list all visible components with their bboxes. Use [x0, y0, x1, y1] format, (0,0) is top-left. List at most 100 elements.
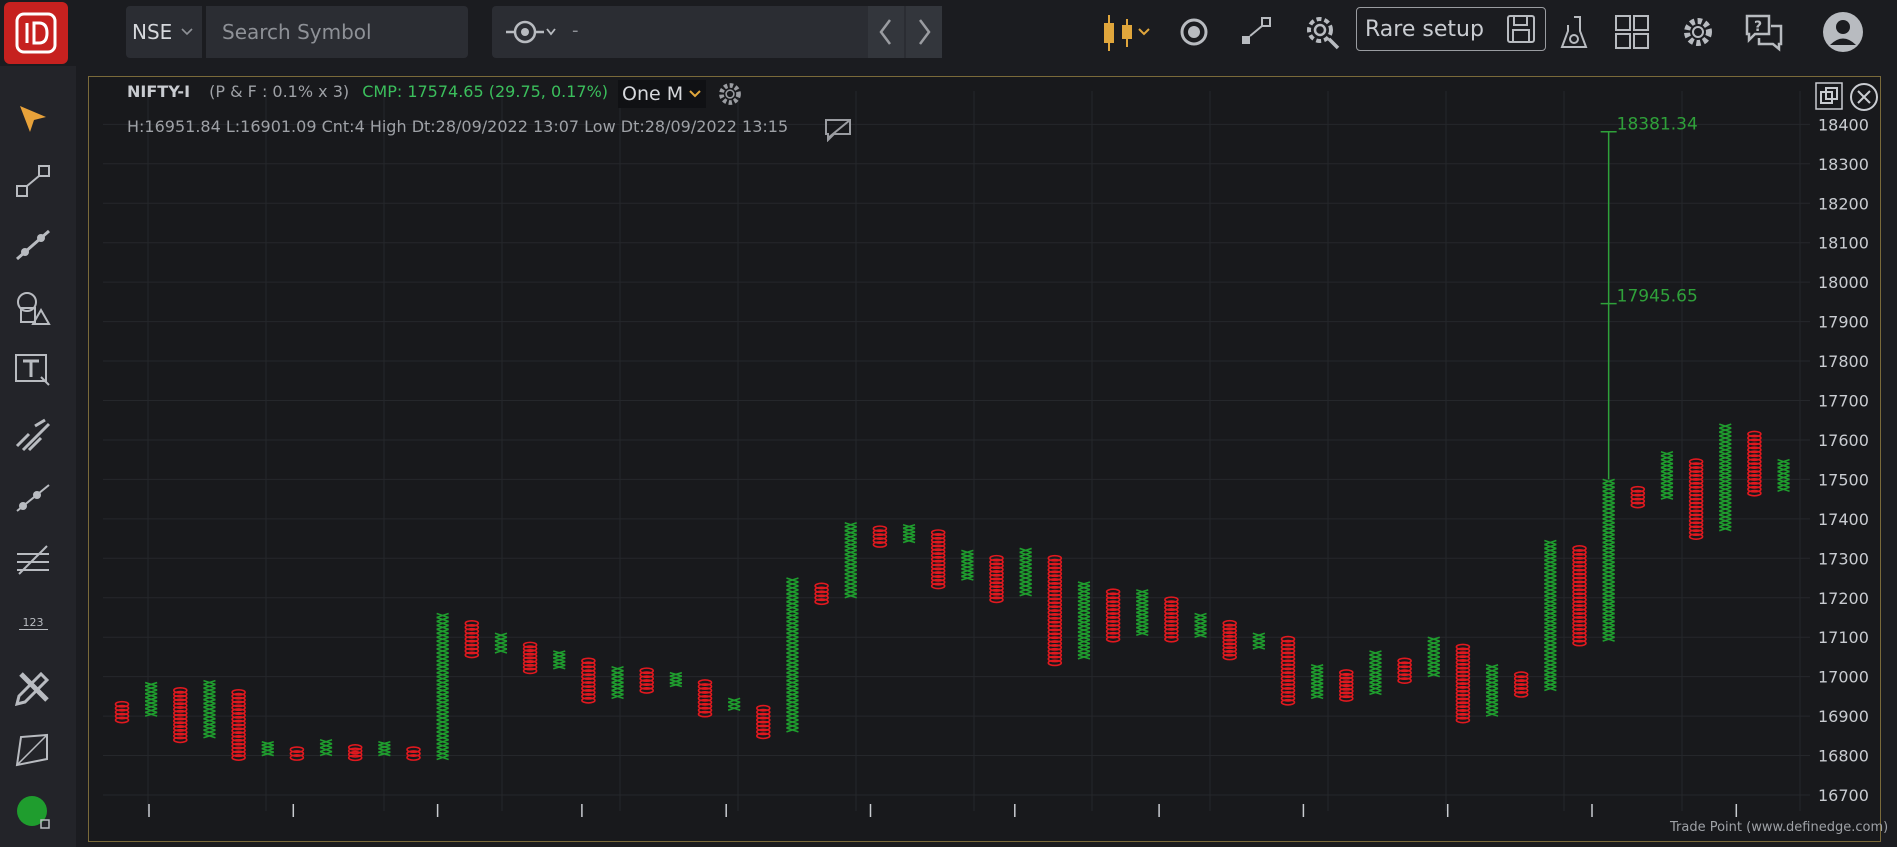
x-box: [203, 729, 216, 735]
shapes-tool[interactable]: [10, 285, 56, 331]
o-box: [989, 554, 1004, 562]
x-column: [203, 679, 216, 739]
text-tool[interactable]: [10, 348, 56, 394]
o-box: [1572, 623, 1587, 631]
x-box: [1019, 555, 1032, 562]
o-box: [1572, 619, 1587, 627]
x-box: [786, 664, 799, 670]
o-box: [581, 696, 596, 704]
gann-box-tool[interactable]: [10, 726, 56, 772]
help-button[interactable]: ?: [1742, 8, 1786, 56]
o-box: [1455, 643, 1471, 651]
o-box: [1688, 521, 1704, 529]
x-box: [611, 685, 624, 692]
x-box: [1194, 628, 1207, 635]
x-box: [786, 695, 799, 702]
x-box: [378, 744, 391, 750]
x-box: [786, 600, 799, 607]
draw-tools-button[interactable]: [1236, 8, 1276, 56]
x-box: [786, 727, 799, 733]
rare-setup-label: Rare setup: [1365, 16, 1484, 42]
o-box: [1513, 687, 1529, 694]
exchange-select[interactable]: NSE: [126, 6, 202, 58]
x-box: [1019, 567, 1032, 573]
o-box: [1339, 695, 1354, 702]
o-box: [755, 716, 771, 724]
o-box: [1747, 442, 1762, 450]
o-box: [1572, 588, 1587, 596]
prev-button[interactable]: [868, 6, 904, 58]
comment-toggle-button[interactable]: [824, 118, 852, 146]
chart-type-button[interactable]: [1098, 8, 1158, 56]
o-box: [1747, 470, 1762, 477]
x-box: [1602, 529, 1615, 536]
chevron-right-icon: [919, 19, 931, 45]
o-box: [231, 750, 246, 758]
o-box: [1047, 562, 1063, 570]
chart-settings-button[interactable]: [716, 80, 744, 112]
rare-setup-button[interactable]: Rare setup: [1356, 7, 1546, 51]
o-box: [581, 692, 596, 700]
o-box: [755, 728, 771, 736]
app-logo[interactable]: [4, 2, 68, 64]
x-box: [786, 616, 799, 623]
o-box: [697, 702, 713, 710]
x-box: [1719, 447, 1732, 453]
next-button[interactable]: [906, 6, 942, 58]
user-menu-button[interactable]: [1820, 8, 1866, 56]
ray-tool[interactable]: [10, 474, 56, 520]
x-box: [844, 589, 857, 595]
x-box: [1369, 669, 1382, 676]
settings-button[interactable]: [1678, 8, 1718, 56]
o-column: [1280, 635, 1296, 706]
o-box: [1455, 678, 1471, 686]
o-box: [639, 683, 655, 690]
scan-settings-button[interactable]: [1300, 8, 1344, 56]
parallel-channel-tool[interactable]: [10, 537, 56, 583]
o-box: [1105, 616, 1121, 623]
x-box: [1077, 631, 1091, 637]
o-box: [231, 719, 246, 727]
x-box: [203, 702, 216, 709]
o-box: [1047, 659, 1063, 667]
o-box: [114, 712, 130, 720]
x-box: [1136, 589, 1149, 595]
alerts-button[interactable]: [1174, 8, 1214, 56]
x-box: [203, 717, 216, 724]
exchange-value: NSE: [132, 20, 173, 44]
timeframe-select[interactable]: One M: [618, 80, 706, 108]
o-column: [1164, 596, 1179, 643]
pf-chart[interactable]: 16700 16800 16900 17000 17100 17200 17300 17400…: [88, 76, 1881, 842]
o-column: [581, 657, 596, 704]
search-input[interactable]: [206, 6, 468, 58]
x-box: [436, 750, 449, 757]
popout-icon[interactable]: [1815, 82, 1843, 110]
window-controls: [1815, 82, 1879, 112]
pointer-tool[interactable]: [10, 96, 56, 142]
x-box: [1544, 685, 1557, 692]
o-box: [1572, 596, 1587, 604]
trendline-tool[interactable]: [10, 222, 56, 268]
x-box: [669, 682, 683, 688]
lab-button[interactable]: [1556, 8, 1592, 56]
numbering-tool[interactable]: 123: [10, 600, 56, 646]
layout-button[interactable]: [1612, 8, 1652, 56]
o-box: [1397, 677, 1412, 684]
close-icon[interactable]: [1849, 82, 1879, 112]
cmp-label: CMP: 17574.65 (29.75, 0.17%): [362, 82, 609, 101]
study-select[interactable]: [492, 6, 568, 58]
x-box: [1660, 474, 1674, 481]
x-box: [553, 650, 566, 656]
pencil-ruler-tool[interactable]: [10, 663, 56, 709]
x-box: [144, 711, 158, 717]
line-tool[interactable]: [10, 159, 56, 205]
o-box: [522, 641, 538, 649]
o-box: [1572, 584, 1587, 592]
x-box: [494, 640, 508, 646]
fork-tool[interactable]: [10, 411, 56, 457]
x-box: [1544, 669, 1557, 676]
o-box: [1280, 647, 1296, 655]
o-box: [522, 652, 538, 660]
o-box: [289, 750, 305, 757]
x-column: [727, 697, 741, 711]
